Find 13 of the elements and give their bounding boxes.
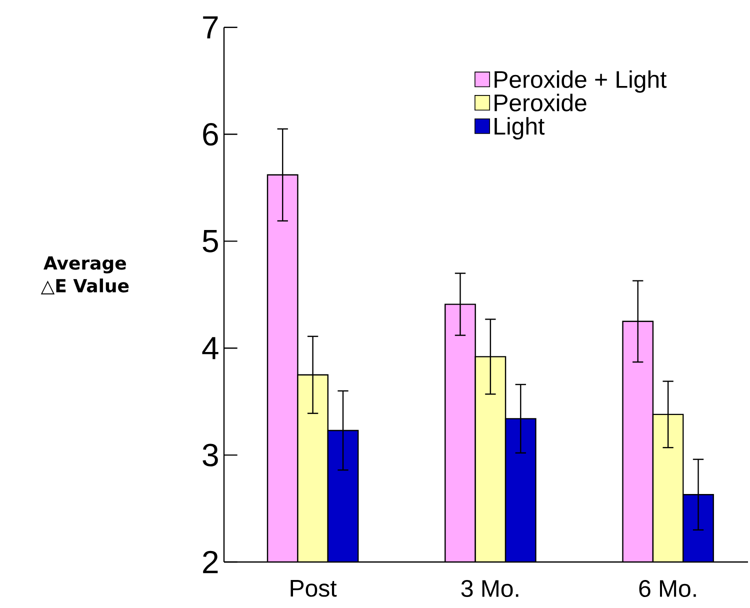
y-tick-label: 6 [203,122,218,146]
legend-label: Peroxide + Light [494,70,667,93]
x-tick-label: 3 Mo. [461,580,518,598]
y-axis-title: Average △E Value [40,256,129,294]
y-tick-label: 2 [203,550,218,574]
y-tick-label: 7 [203,16,218,38]
legend-label: Light [494,117,545,140]
legend-label: Peroxide [494,94,586,112]
y-tick-label: 4 [202,337,218,360]
y-tick-label: 3 [202,444,218,466]
x-tick-label: 6 Mo. [639,580,696,598]
y-tick-label: 5 [202,230,218,252]
x-tick-label: Post [290,580,337,597]
